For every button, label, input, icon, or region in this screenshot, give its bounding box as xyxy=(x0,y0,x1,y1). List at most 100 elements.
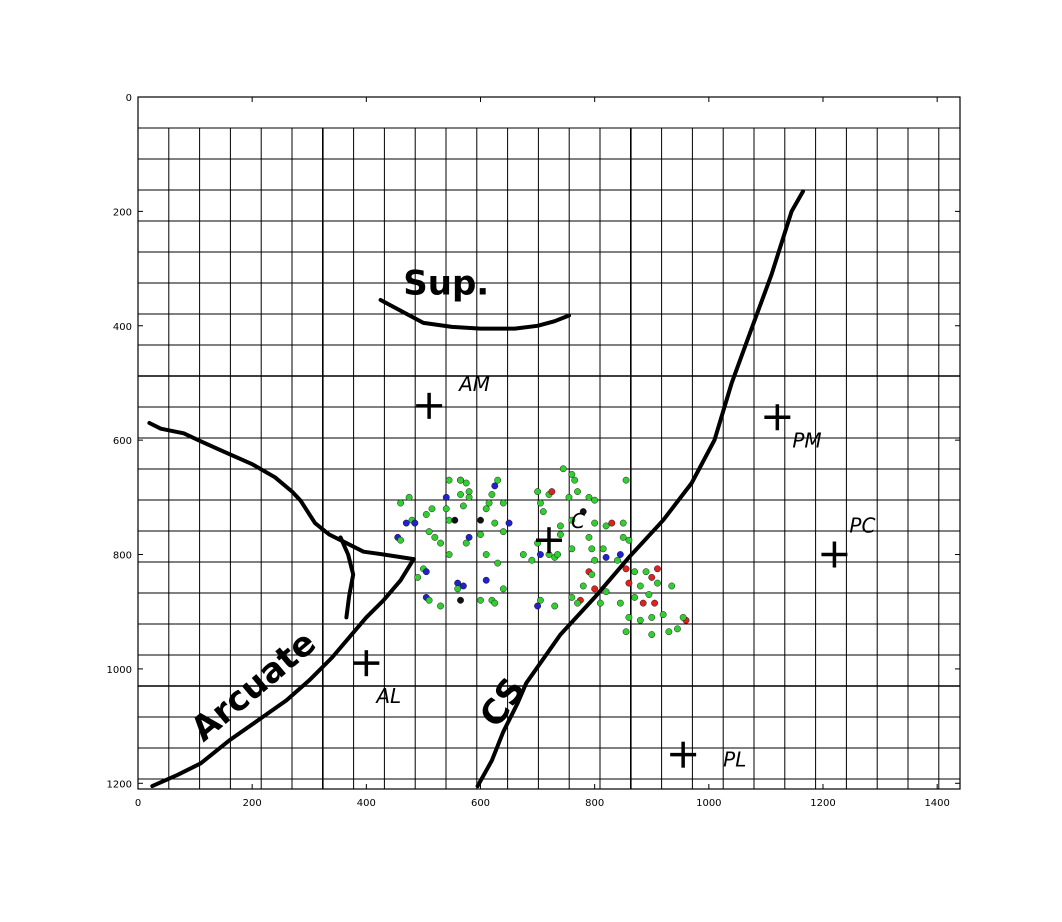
recording-point xyxy=(431,533,439,541)
x-tick-label: 0 xyxy=(135,798,141,809)
recording-point xyxy=(488,491,496,498)
recording-point xyxy=(591,556,599,564)
recording-point xyxy=(477,596,484,604)
recording-point xyxy=(454,579,462,587)
recording-point xyxy=(636,582,644,590)
recording-point xyxy=(482,551,490,558)
sulcus-line-4 xyxy=(475,189,805,789)
recording-point xyxy=(402,519,410,527)
recording-point xyxy=(437,602,444,610)
x-tick-label: 600 xyxy=(471,798,490,809)
site-label: AL xyxy=(374,684,401,708)
recording-point xyxy=(651,599,659,607)
recording-point xyxy=(625,579,633,587)
recording-point xyxy=(534,602,541,610)
recording-point xyxy=(499,499,507,507)
recording-point xyxy=(445,516,453,524)
recording-point xyxy=(579,508,587,516)
recording-point xyxy=(459,582,467,590)
recording-point xyxy=(445,476,453,484)
recording-point xyxy=(442,505,450,513)
y-tick-label: 1200 xyxy=(107,779,132,790)
x-tick-label: 1200 xyxy=(810,798,835,809)
recording-point xyxy=(648,614,656,621)
recording-point xyxy=(608,519,616,527)
recording-point xyxy=(622,565,630,573)
x-tick-label: 200 xyxy=(243,798,262,809)
site-marker-al: AL xyxy=(353,650,401,708)
recording-point xyxy=(414,573,422,581)
recording-point xyxy=(568,516,576,524)
recording-point xyxy=(568,545,576,553)
recording-point xyxy=(539,508,547,516)
sulcus-line-3 xyxy=(338,535,356,620)
recording-point xyxy=(665,628,673,636)
recording-point xyxy=(425,528,433,536)
recording-point xyxy=(465,488,473,496)
recording-point xyxy=(659,611,667,618)
recording-point xyxy=(568,594,576,601)
recording-point xyxy=(465,493,473,501)
recording-point xyxy=(477,516,484,524)
recording-point xyxy=(585,533,593,541)
recording-point xyxy=(462,479,470,487)
recording-point xyxy=(622,476,630,484)
site-label: C xyxy=(571,509,585,533)
recording-point xyxy=(654,565,661,573)
sulcus-line-0 xyxy=(378,298,571,331)
recording-point xyxy=(591,519,599,527)
recording-point xyxy=(534,488,541,496)
recording-point xyxy=(405,493,413,501)
recording-point xyxy=(451,516,459,524)
recording-points-layer xyxy=(394,465,690,638)
recording-point xyxy=(616,599,624,607)
site-marker-am: AM xyxy=(416,372,490,419)
recording-point xyxy=(457,596,464,604)
recording-point xyxy=(625,614,633,621)
recording-point xyxy=(559,465,567,473)
recording-point xyxy=(485,499,493,507)
recording-point xyxy=(591,496,599,504)
recording-point xyxy=(491,599,499,607)
recording-point xyxy=(425,596,433,604)
recording-point xyxy=(588,545,596,553)
x-tick-label: 1000 xyxy=(696,798,721,809)
recording-point xyxy=(591,585,599,593)
recording-point xyxy=(505,519,513,527)
site-label: PM xyxy=(792,428,821,452)
recording-point xyxy=(614,556,621,564)
y-tick-label: 1000 xyxy=(107,665,132,676)
recording-point xyxy=(571,476,579,484)
sulcus-line-2 xyxy=(147,421,416,562)
y-tick-label: 800 xyxy=(113,551,132,562)
recording-point xyxy=(636,616,644,624)
sulcus-label: Sup. xyxy=(403,263,489,303)
recording-point xyxy=(574,599,581,607)
recording-point xyxy=(477,531,484,538)
recording-point xyxy=(568,471,576,478)
recording-point xyxy=(619,519,627,527)
recording-point xyxy=(639,599,647,607)
recording-point xyxy=(642,568,650,576)
recording-point xyxy=(491,482,499,490)
y-axis: 0 200 400 600 800 1000 1200 xyxy=(107,93,960,790)
y-tick-label: 400 xyxy=(113,322,132,333)
recording-point xyxy=(465,533,473,541)
recording-point xyxy=(445,551,453,558)
recording-point xyxy=(528,556,536,564)
recording-point xyxy=(557,522,564,530)
site-label: PC xyxy=(849,514,875,538)
recording-point xyxy=(596,599,604,607)
recording-point xyxy=(491,519,499,527)
recording-point xyxy=(454,585,462,593)
recording-point xyxy=(537,551,544,558)
sulci-layer xyxy=(147,189,805,789)
recording-point xyxy=(499,585,507,593)
recording-point xyxy=(482,505,490,513)
recording-point xyxy=(422,511,430,518)
recording-point xyxy=(482,576,490,584)
recording-point xyxy=(574,488,581,496)
site-marker-pm: PM xyxy=(764,404,822,452)
recording-point xyxy=(397,499,404,507)
recording-point xyxy=(625,536,633,544)
